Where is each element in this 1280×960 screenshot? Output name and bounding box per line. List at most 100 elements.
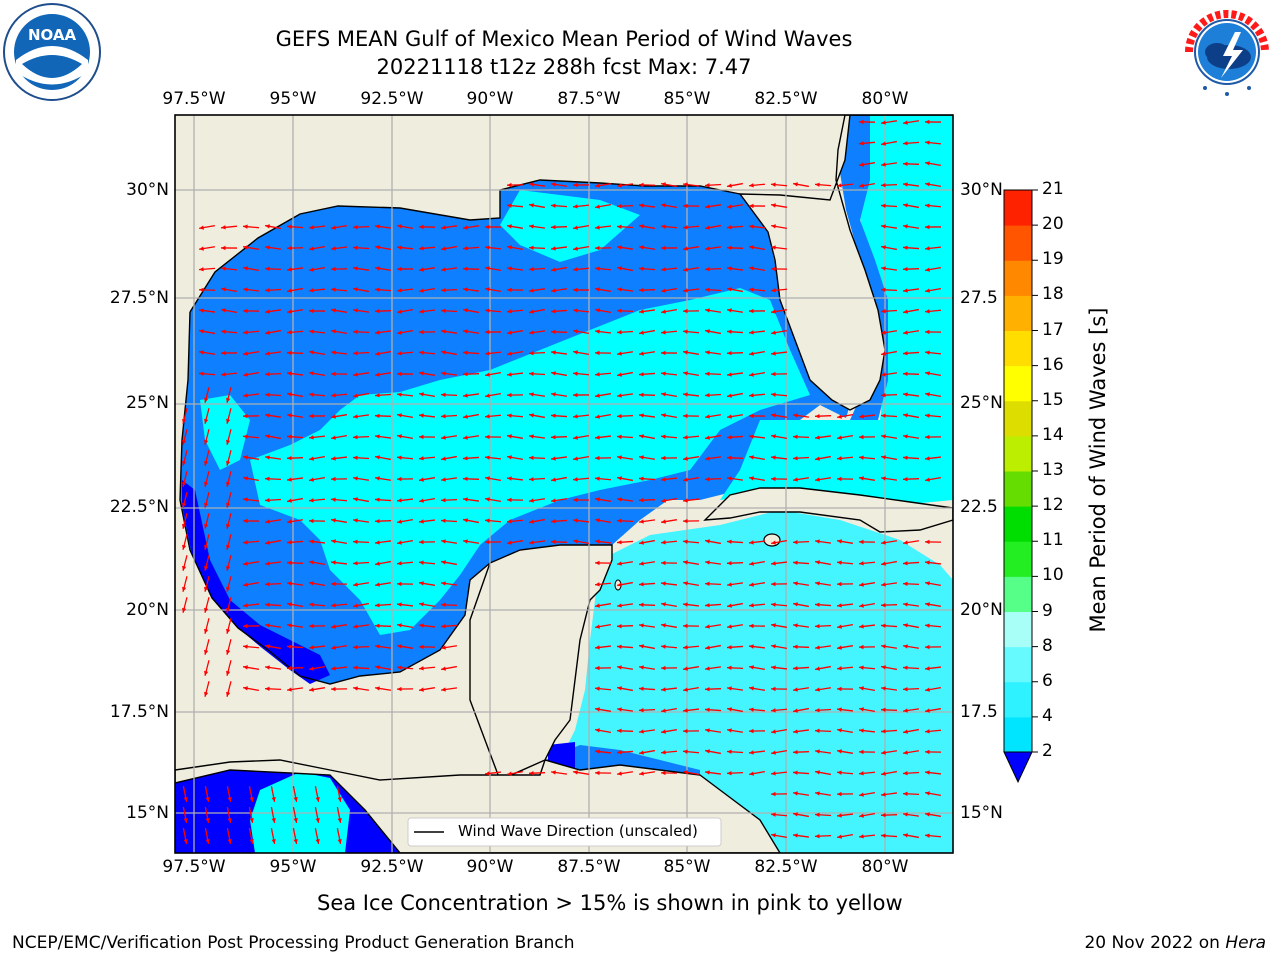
wave-arrow-head [419,309,424,314]
wave-arrow-head [837,728,842,733]
colorbar-tick-label: 18 [1042,284,1064,305]
wave-arrow-head [881,372,886,377]
wave-arrow-head [639,644,644,649]
wave-arrow-head [903,644,908,649]
wave-arrow-head [771,413,776,418]
wave-arrow-head [397,602,402,607]
wave-arrow-head [595,266,600,271]
wave-arrow-head [419,350,424,355]
colorbar-band [1004,576,1032,612]
wave-arrow-head [595,204,600,209]
wave-arrow-head [331,350,336,355]
wave-arrow-head [903,561,908,566]
wave-arrow-head [595,414,600,419]
wave-arrow-head [749,351,754,356]
wave-arrow-head [925,560,930,565]
wave-arrow-head [639,203,644,208]
colorbar-band [1004,225,1032,261]
colorbar-band [1004,716,1032,753]
wave-arrow-head [573,497,578,503]
colorbar-band [1004,471,1032,507]
wave-arrow-head [204,691,209,697]
wave-arrow-head [507,519,512,524]
wave-arrow-head [903,791,908,797]
wave-arrow-head [243,455,248,460]
wave-arrow-head [265,434,270,439]
wave-arrow-head [265,413,270,418]
wave-arrow-head [881,434,886,439]
wave-arrow-head [265,602,270,607]
wave-arrow-head [375,224,380,229]
wave-arrow-head [419,560,424,565]
plot-title-line2: 20221118 t12z 288h fcst Max: 7.47 [376,55,752,79]
wave-arrow-head [617,665,622,670]
wave-arrow-head [749,245,754,250]
wave-arrow-head [661,602,666,607]
wave-arrow-head [683,666,688,671]
wave-arrow-head [903,141,908,146]
wave-arrow-head [397,413,402,418]
wave-arrow-head [287,687,292,692]
wave-arrow-head [639,372,644,377]
wave-arrow-head [397,561,402,566]
wave-arrow-head [204,481,209,487]
wave-arrow-head [903,288,908,293]
wave-arrow-head [331,666,336,671]
wave-arrow-head [337,838,342,844]
wave-arrow-head [309,645,314,650]
wave-arrow-head [705,603,710,608]
wave-arrow-head [881,120,886,125]
wave-arrow-head [903,245,908,250]
wave-arrow-head [771,602,776,607]
wave-arrow-head [331,308,336,313]
wave-arrow-head [485,476,490,481]
wave-arrow-head [595,225,600,230]
wave-arrow-head [375,245,380,250]
wave-arrow-head [859,813,864,818]
wave-arrow-head [903,686,908,692]
wave-arrow-head [771,288,776,293]
wave-arrow-head [419,602,424,607]
wave-arrow-head [309,498,314,503]
wave-arrow-head [749,266,754,271]
wave-arrow-head [221,329,226,334]
lat-label-right: 27.5 [960,288,998,308]
footer-right: 20 Nov 2022 on Hera [1084,933,1266,953]
wave-arrow-head [859,644,864,650]
wave-arrow-head [727,266,732,271]
wave-arrow-head [375,287,380,292]
wave-arrow-head [837,183,842,188]
wave-arrow-head [227,796,232,802]
wave-arrow-head [859,119,864,125]
wave-arrow-head [529,203,534,208]
wave-arrow-head [204,607,209,613]
wave-arrow-head [903,729,908,734]
wave-arrow-head [441,225,446,230]
wave-arrow-head [243,266,248,271]
wave-arrow-head [661,413,666,418]
wave-arrow-head [182,418,187,424]
wave-arrow-head [727,225,732,230]
footer-date: 20 Nov 2022 on [1084,933,1226,953]
wave-arrow-head [419,519,424,524]
wave-arrow-head [463,393,468,398]
wave-arrow-head [815,413,820,419]
wave-arrow-head [925,833,930,838]
wave-arrow-head [793,770,798,775]
wave-arrow-head [529,455,534,461]
wave-arrow-head [226,418,231,424]
cuba-land [703,487,953,533]
wave-arrow-head [595,393,600,398]
wave-arrow-head [265,245,270,250]
wave-arrow-head [771,371,776,377]
wave-arrow-head [617,561,622,566]
wave-arrow-head [815,602,820,607]
wave-arrow-head [441,497,446,503]
wave-arrow-head [705,329,710,334]
wave-arrow-head [204,565,209,571]
wave-arrow-head [573,287,578,293]
wave-arrow-head [507,203,512,208]
wave-arrow-head [309,666,314,671]
wave-arrow-head [925,140,930,145]
wave-arrow-head [749,582,754,587]
